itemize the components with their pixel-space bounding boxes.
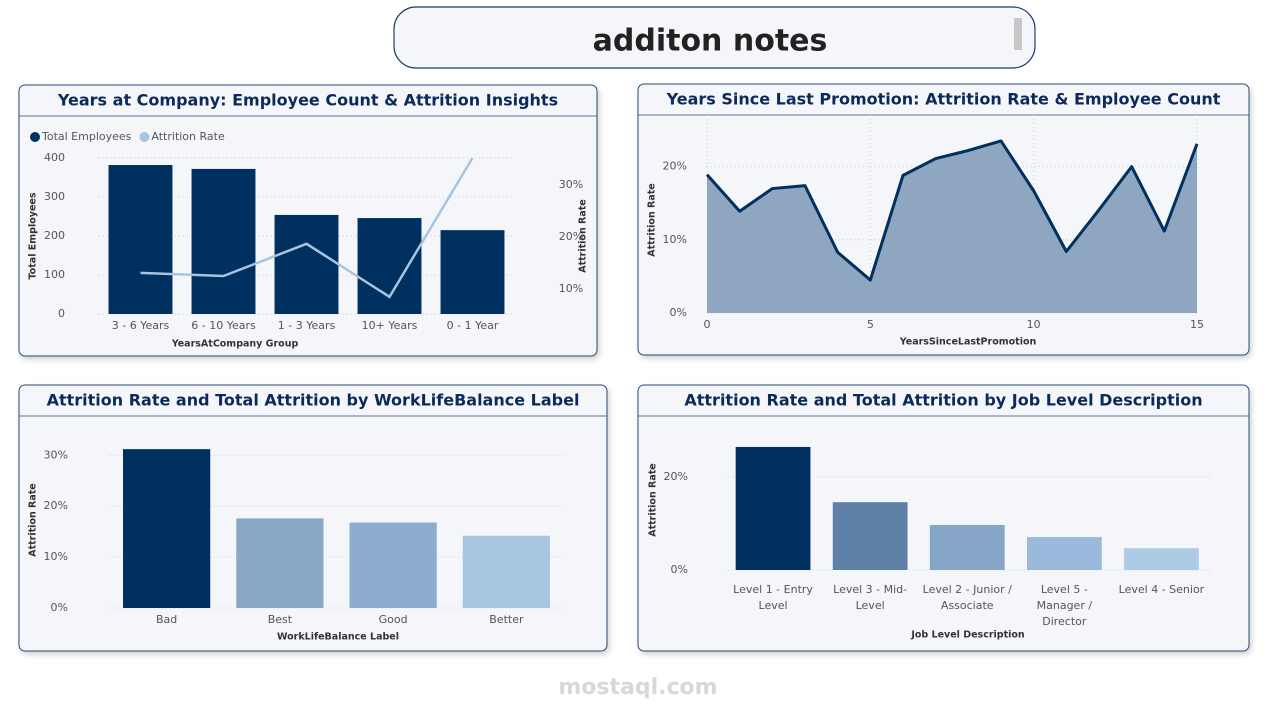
- line-series: [140, 157, 474, 299]
- y-tick-label: 20%: [44, 499, 68, 512]
- y2-tick-label: 20%: [559, 230, 583, 243]
- x-axis-title: Job Level Description: [910, 630, 1025, 641]
- bar: [735, 446, 811, 570]
- x-tick-label: Level 1 - Entry Level: [733, 583, 813, 612]
- header-box: [393, 6, 1036, 69]
- x-tick-label: Level 3 - Mid-Level: [833, 583, 908, 612]
- bar: [108, 165, 173, 314]
- y-tick-label: 0%: [51, 601, 68, 614]
- legend-marker: [139, 132, 150, 142]
- y-tick-label: 200: [44, 229, 65, 242]
- x-tick-label: 6 - 10 Years: [191, 319, 256, 332]
- y-tick-label: 300: [44, 190, 65, 203]
- bar: [1124, 548, 1199, 570]
- panel-title: Attrition Rate and Total Attrition by Jo…: [684, 391, 1202, 410]
- x-axis-title: WorkLifeBalance Label: [277, 632, 399, 643]
- y-axis-title: Total Employees: [28, 192, 39, 279]
- x-axis-title: YearsAtCompany Group: [171, 339, 299, 350]
- area-fill: [707, 140, 1197, 313]
- x-tick-label: Level 5 - Manager / Director: [1036, 583, 1093, 628]
- y-tick-label: 10%: [44, 550, 68, 563]
- y-axis-title: Attrition Rate: [647, 183, 658, 256]
- panel-title: Years at Company: Employee Count & Attri…: [57, 91, 558, 110]
- bar: [1026, 537, 1102, 570]
- y2-tick-label: 10%: [559, 282, 583, 295]
- bar: [274, 214, 339, 314]
- y-tick-label: 20%: [663, 160, 687, 173]
- x-axis-title: YearsSinceLastPromotion: [899, 337, 1037, 348]
- x-tick-label: Better: [489, 613, 524, 626]
- y-tick-label: 0%: [670, 306, 687, 319]
- y-tick-label: 0%: [671, 563, 688, 576]
- x-tick-label: 10: [1027, 318, 1041, 331]
- y-tick-label: 0: [58, 307, 65, 320]
- y-tick-label: 30%: [44, 448, 68, 461]
- bar: [357, 218, 422, 314]
- bar: [440, 230, 505, 314]
- bar: [349, 522, 437, 608]
- area-line: [705, 139, 1199, 282]
- bar: [191, 168, 256, 314]
- x-tick-label: 0: [704, 318, 711, 331]
- scroll-thumb: [1014, 18, 1022, 50]
- legend-label: Attrition Rate: [151, 130, 225, 143]
- bar: [236, 518, 324, 608]
- y-axis-title: Attrition Rate: [648, 463, 659, 536]
- x-tick-label: Good: [379, 613, 408, 626]
- page-title: additon notes: [593, 24, 828, 59]
- y-tick-label: 100: [44, 268, 65, 281]
- x-tick-label: 5: [867, 318, 874, 331]
- x-tick-label: Bad: [156, 613, 177, 626]
- x-tick-label: Level 2 - Junior / Associate: [922, 583, 1012, 612]
- x-tick-label: Best: [268, 613, 293, 626]
- y-tick-label: 10%: [663, 233, 687, 246]
- panel: [18, 384, 608, 652]
- x-tick-label: Level 4 - Senior: [1118, 583, 1205, 596]
- bar: [123, 449, 211, 608]
- legend-marker: [30, 132, 40, 142]
- watermark: mostaql.com: [558, 675, 717, 700]
- y2-tick-label: 30%: [559, 178, 583, 191]
- x-tick-label: 0 - 1 Year: [447, 319, 499, 332]
- y2-axis-title: Attrition Rate: [578, 199, 589, 272]
- y-tick-label: 20%: [664, 470, 688, 483]
- panel-title: Attrition Rate and Total Attrition by Wo…: [47, 391, 580, 410]
- y-axis-title: Attrition Rate: [28, 483, 39, 556]
- legend-label: Total Employees: [41, 130, 132, 143]
- bar: [929, 524, 1005, 570]
- bar: [832, 502, 908, 570]
- bar: [462, 535, 550, 608]
- x-tick-label: 10+ Years: [362, 319, 418, 332]
- x-tick-label: 3 - 6 Years: [112, 319, 170, 332]
- y-tick-label: 400: [44, 151, 65, 164]
- panel-title: Years Since Last Promotion: Attrition Ra…: [666, 90, 1221, 109]
- x-tick-label: 15: [1190, 318, 1204, 331]
- x-tick-label: 1 - 3 Years: [278, 319, 336, 332]
